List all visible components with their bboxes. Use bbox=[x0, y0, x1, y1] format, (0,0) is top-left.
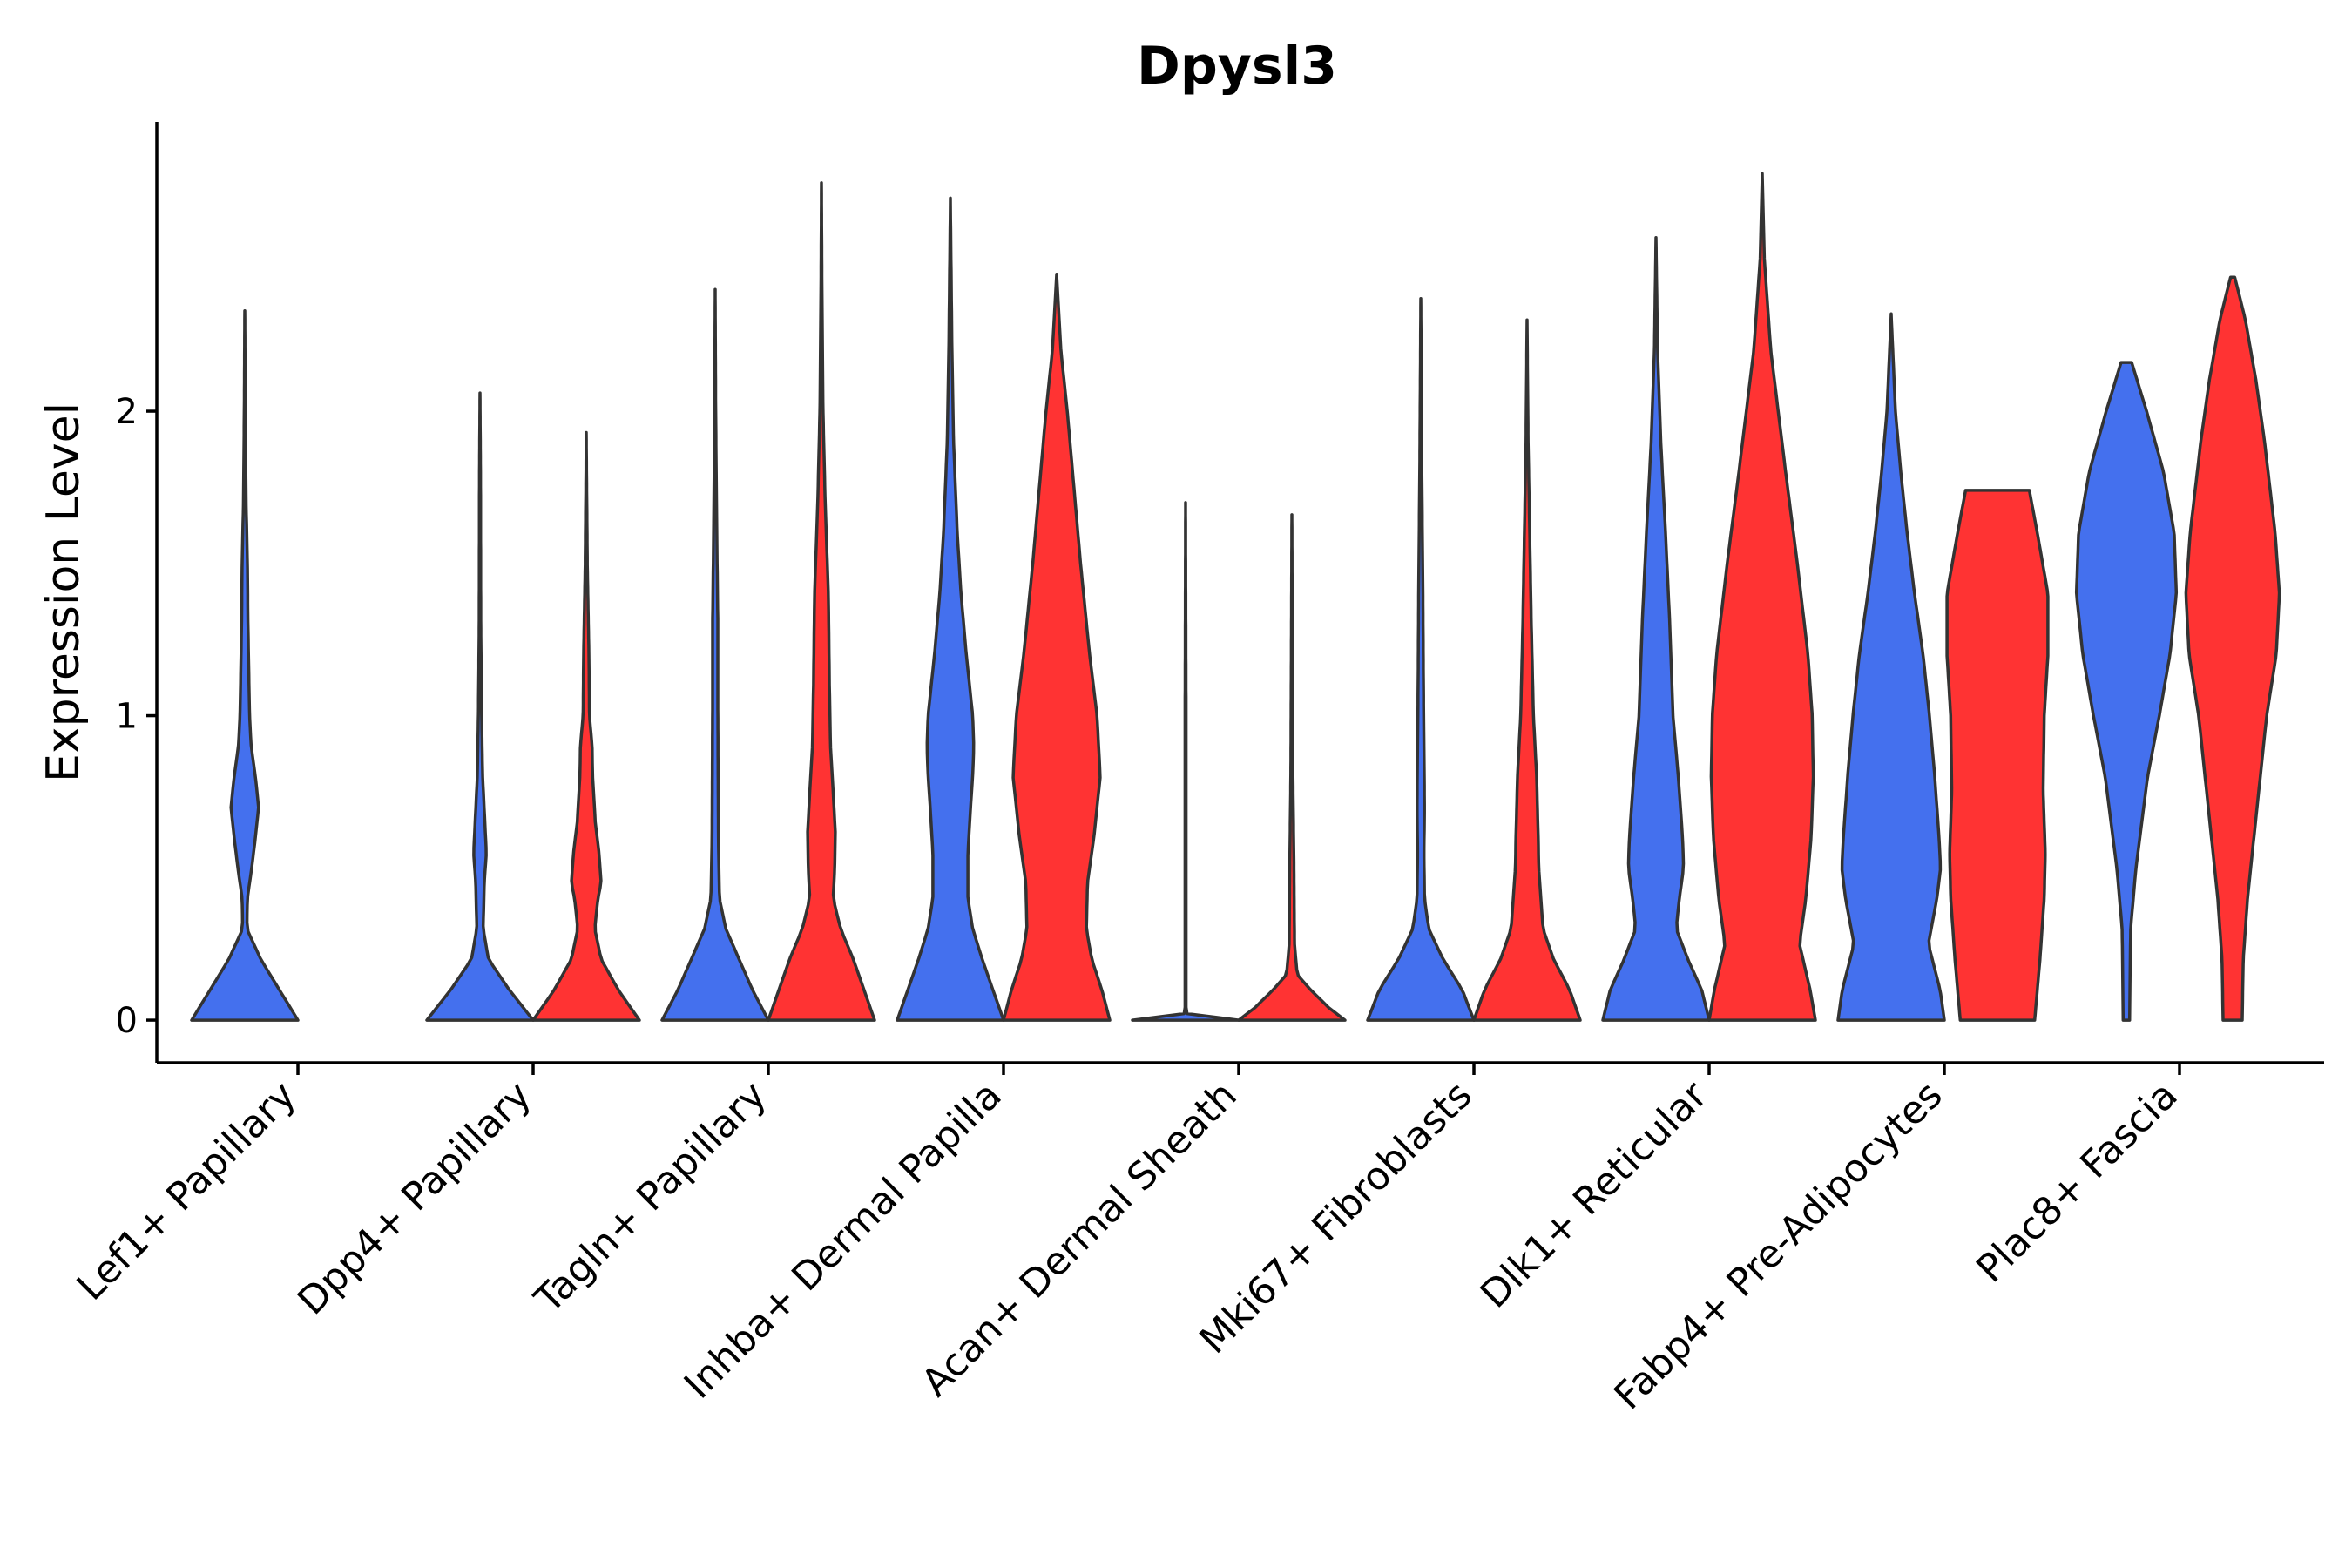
violin-fabp4-pre-adipocytes-red bbox=[1945, 489, 2050, 1022]
chart-title: Dpysl3 bbox=[1137, 36, 1337, 97]
violin-dpp4-papillary-blue bbox=[425, 391, 535, 1022]
x-tick-label: Plac8+ Fascia bbox=[1968, 1073, 2186, 1292]
violin-plac8-fascia-red bbox=[2184, 275, 2281, 1022]
x-tick-label: Tagln+ Papillary bbox=[526, 1073, 775, 1322]
x-tick-label: Lef1+ Papillary bbox=[69, 1073, 305, 1309]
violin-inhba-dermal-papilla-red bbox=[1002, 273, 1112, 1022]
y-tick-label: 2 bbox=[116, 392, 138, 432]
violin-lef1-papillary-blue bbox=[190, 308, 300, 1022]
y-tick-label: 1 bbox=[116, 697, 138, 737]
violin-inhba-dermal-papilla-blue bbox=[896, 196, 1005, 1022]
x-tick-label: Dpp4+ Papillary bbox=[289, 1073, 540, 1324]
violin-dlk1-reticular-red bbox=[1707, 172, 1817, 1022]
violin-layer bbox=[190, 172, 2281, 1022]
violin-tagln-papillary-red bbox=[767, 181, 876, 1022]
violin-dlk1-reticular-blue bbox=[1601, 236, 1711, 1022]
violin-mki67-fibroblasts-red bbox=[1472, 318, 1582, 1022]
violin-mki67-fibroblasts-blue bbox=[1366, 296, 1476, 1022]
violin-dpp4-papillary-red bbox=[531, 430, 641, 1022]
violin-acan-dermal-sheath-blue bbox=[1131, 501, 1240, 1022]
y-axis-label: Expression Level bbox=[37, 402, 90, 782]
violin-plac8-fascia-blue bbox=[2074, 361, 2179, 1022]
violin-fabp4-pre-adipocytes-blue bbox=[1836, 312, 1946, 1022]
y-tick-label: 0 bbox=[116, 1001, 138, 1041]
x-tick-label: Dlk1+ Reticular bbox=[1472, 1072, 1717, 1317]
violin-acan-dermal-sheath-red bbox=[1237, 513, 1347, 1022]
x-tick-label: Mki67+ Fibroblasts bbox=[1191, 1073, 1480, 1362]
violin-tagln-papillary-blue bbox=[660, 287, 770, 1022]
